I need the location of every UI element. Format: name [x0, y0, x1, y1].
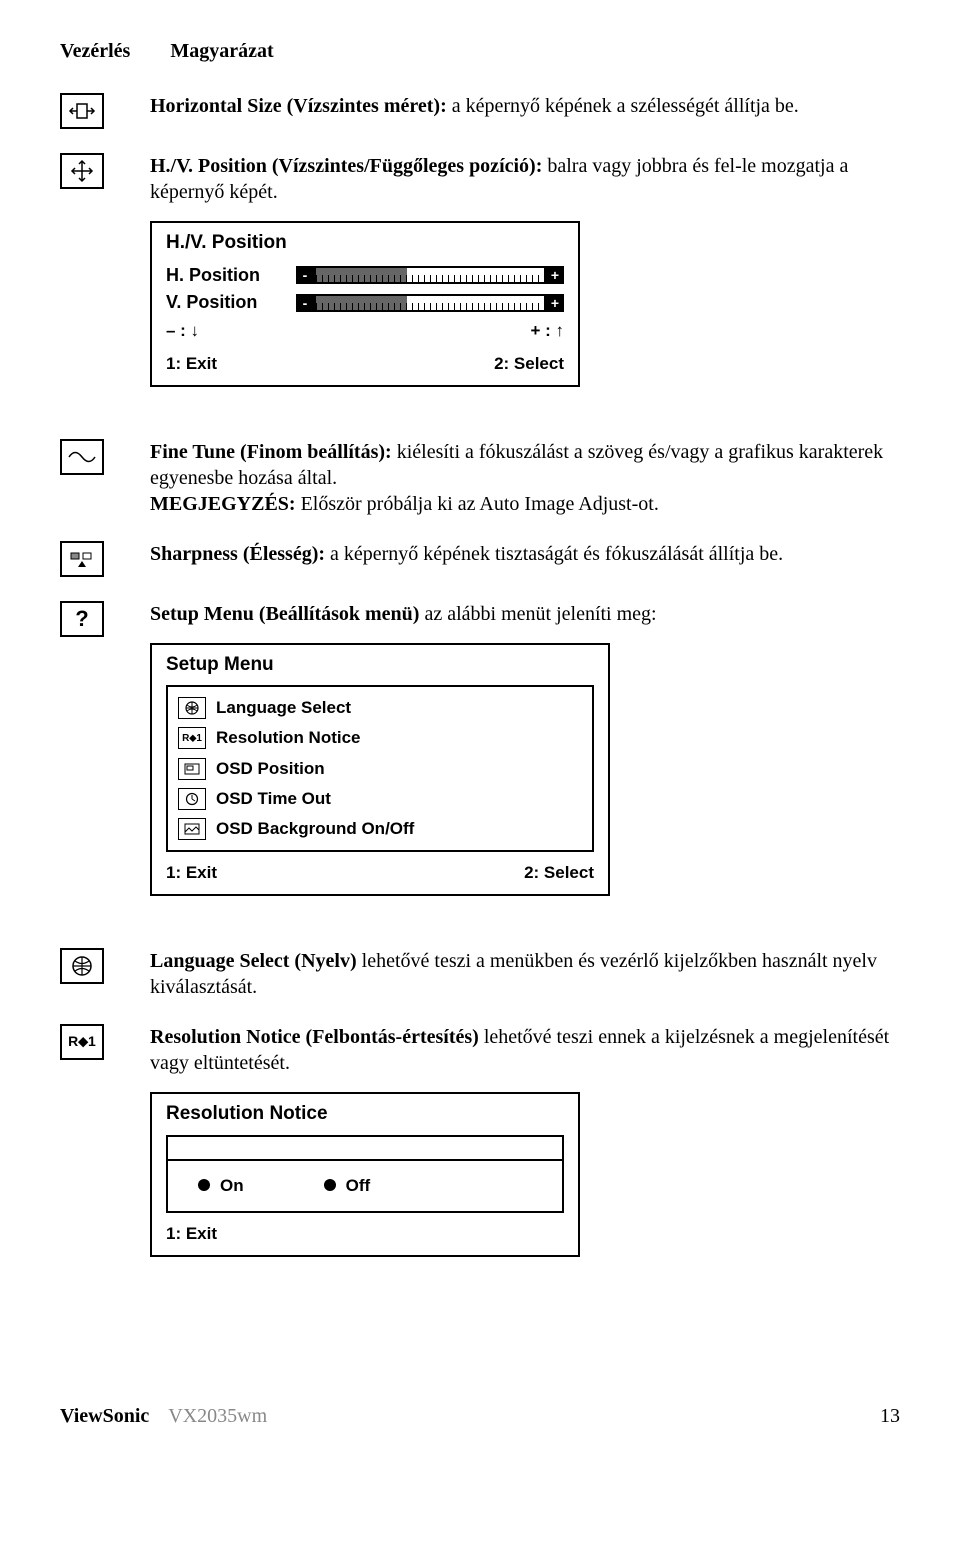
osd-title: H./V. Position [166, 231, 564, 256]
page-footer: ViewSonic VX2035wm 13 [60, 1405, 900, 1428]
osd-resolution-notice-panel: Resolution Notice On Off 1: Exit [150, 1092, 580, 1257]
column-headers: Vezérlés Magyarázat [60, 40, 900, 63]
menu-item-osd-background[interactable]: OSD Background On/Off [172, 814, 588, 844]
plus-button[interactable]: + [546, 266, 564, 284]
osd-title: Setup Menu [166, 653, 594, 678]
minus-button[interactable]: - [296, 294, 314, 312]
text-horizontal-size: Horizontal Size (Vízszintes méret): a ké… [150, 93, 900, 119]
globe-icon [178, 697, 206, 719]
row-hv-position: H./V. Position (Vízszintes/Függőleges po… [60, 153, 900, 415]
menu-item-osd-timeout[interactable]: OSD Time Out [172, 784, 588, 814]
plus-button[interactable]: + [546, 294, 564, 312]
background-icon [178, 818, 206, 840]
header-control: Vezérlés [60, 40, 130, 63]
row-sharpness: Sharpness (Élesség): a képernyő képének … [60, 541, 900, 577]
page-number: 13 [880, 1405, 900, 1428]
text-language-select: Language Select (Nyelv) lehetővé teszi a… [150, 948, 900, 1000]
horizontal-size-icon [60, 93, 104, 129]
row-horizontal-size: Horizontal Size (Vízszintes méret): a ké… [60, 93, 900, 129]
osd-exit[interactable]: 1: Exit [166, 353, 217, 375]
model-name: VX2035wm [168, 1405, 267, 1427]
text-resolution-notice: Resolution Notice (Felbontás-értesítés) … [150, 1024, 900, 1076]
slider-v-position[interactable]: V. Position - + [166, 291, 564, 314]
osd-exit[interactable]: 1: Exit [166, 1223, 217, 1245]
osd-setup-menu-panel: Setup Menu Language Select R⬥1 Resolutio… [150, 643, 610, 896]
position-icon [178, 758, 206, 780]
move-icon [60, 153, 104, 189]
resolution-icon: R⬥1 [178, 727, 206, 749]
hint-minus: – : ↓ [166, 320, 199, 342]
radio-on[interactable]: On [198, 1175, 244, 1197]
resolution-options-box: On Off [166, 1135, 564, 1213]
question-icon: ? [60, 601, 104, 637]
resolution-icon: R⬥1 [60, 1024, 104, 1060]
menu-item-osd-position[interactable]: OSD Position [172, 754, 588, 784]
osd-exit[interactable]: 1: Exit [166, 862, 217, 884]
minus-button[interactable]: - [296, 266, 314, 284]
radio-off[interactable]: Off [324, 1175, 371, 1197]
slider-track[interactable] [314, 294, 546, 312]
sine-wave-icon [60, 439, 104, 475]
osd-select[interactable]: 2: Select [494, 353, 564, 375]
clock-icon [178, 788, 206, 810]
slider-h-position[interactable]: H. Position - + [166, 264, 564, 287]
row-resolution-notice: R⬥1 Resolution Notice (Felbontás-értesít… [60, 1024, 900, 1285]
slider-track[interactable] [314, 266, 546, 284]
osd-menu-list: Language Select R⬥1 Resolution Notice OS… [166, 685, 594, 851]
header-explanation: Magyarázat [170, 40, 273, 63]
text-setup-menu: Setup Menu (Beállítások menü) az alábbi … [150, 601, 900, 627]
osd-hv-position-panel: H./V. Position H. Position - + V. Positi… [150, 221, 580, 387]
menu-item-resolution[interactable]: R⬥1 Resolution Notice [172, 723, 588, 753]
text-sharpness: Sharpness (Élesség): a képernyő képének … [150, 541, 900, 567]
row-setup-menu: ? Setup Menu (Beállítások menü) az alább… [60, 601, 900, 924]
brand-name: ViewSonic [60, 1405, 149, 1427]
menu-item-language[interactable]: Language Select [172, 693, 588, 723]
osd-title: Resolution Notice [166, 1102, 564, 1127]
row-language-select: Language Select (Nyelv) lehetővé teszi a… [60, 948, 900, 1000]
text-hv-position: H./V. Position (Vízszintes/Függőleges po… [150, 153, 900, 205]
sharpness-icon [60, 541, 104, 577]
text-fine-tune: Fine Tune (Finom beállítás): kiélesíti a… [150, 439, 900, 517]
hint-plus: + : ↑ [530, 320, 564, 342]
row-fine-tune: Fine Tune (Finom beállítás): kiélesíti a… [60, 439, 900, 517]
globe-icon [60, 948, 104, 984]
osd-select[interactable]: 2: Select [524, 862, 594, 884]
